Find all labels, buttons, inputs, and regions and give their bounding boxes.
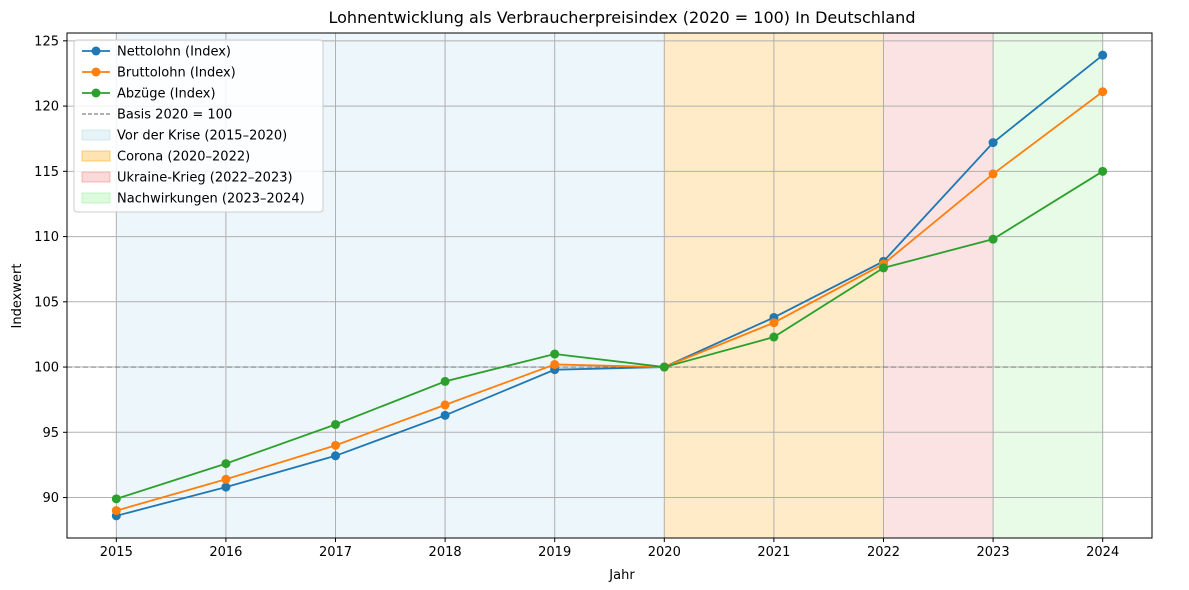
- data-point: [221, 482, 231, 492]
- y-tick-label: 125: [34, 34, 59, 49]
- legend-label: Ukraine-Krieg (2022–2023): [117, 171, 293, 186]
- data-point: [440, 400, 450, 410]
- x-tick-label: 2016: [209, 545, 242, 560]
- x-tick-label: 2018: [429, 545, 462, 560]
- x-tick-label: 2017: [319, 545, 352, 560]
- y-tick-label: 105: [34, 295, 59, 310]
- plot-frame: [66, 32, 1153, 539]
- x-tick-label: 2021: [757, 545, 790, 560]
- data-point: [1098, 166, 1108, 176]
- chart-title: Lohnentwicklung als Verbraucherpreisinde…: [329, 8, 916, 27]
- data-point: [331, 451, 341, 461]
- x-axis-label: Jahr: [608, 568, 635, 583]
- data-point: [1098, 50, 1108, 60]
- x-tick-label: 2015: [100, 545, 133, 560]
- y-tick-label: 90: [42, 491, 59, 506]
- legend-label: Abzüge (Index): [117, 87, 216, 102]
- y-tick-label: 110: [34, 230, 59, 245]
- y-tick-label: 100: [34, 361, 59, 376]
- data-point: [111, 506, 121, 516]
- y-tick-label: 120: [34, 100, 59, 115]
- x-tick-label: 2022: [867, 545, 900, 560]
- x-tick-label: 2019: [538, 545, 571, 560]
- data-point: [988, 138, 998, 148]
- legend-label: Bruttolohn (Index): [117, 66, 236, 81]
- series-line: [116, 170, 1104, 500]
- data-point: [769, 318, 779, 328]
- x-axis-ticks: 2015 2016 2017 2018 2019 2020 2021 2022 2023 2024: [100, 538, 1119, 560]
- legend-swatch-patch: [81, 171, 111, 183]
- series-line: [116, 91, 1104, 512]
- data-point: [1098, 87, 1108, 97]
- data-point: [769, 332, 779, 342]
- data-point: [331, 440, 341, 450]
- x-tick-label: 2024: [1086, 545, 1119, 560]
- data-point: [988, 234, 998, 244]
- legend-label: Nettolohn (Index): [117, 45, 231, 60]
- legend-swatch-patch: [81, 150, 111, 162]
- data-point: [440, 376, 450, 386]
- y-axis-label: Indexwert: [10, 264, 25, 329]
- data-point: [111, 494, 121, 504]
- data-point: [440, 410, 450, 420]
- legend-swatch-patch: [81, 129, 111, 141]
- legend-label: Basis 2020 = 100: [117, 108, 232, 123]
- legend-swatch-marker: [91, 46, 101, 56]
- legend-label: Nachwirkungen (2023–2024): [117, 192, 305, 207]
- series-group: [111, 50, 1108, 521]
- y-tick-label: 115: [34, 165, 59, 180]
- y-axis-ticks: 90 95 100 105 110 115 120 125: [34, 34, 67, 506]
- legend: Nettolohn (Index) Bruttolohn (Index) Abzüg…: [73, 39, 324, 213]
- data-point: [550, 359, 560, 369]
- legend-label: Vor der Krise (2015–2020): [117, 129, 287, 144]
- y-tick-label: 95: [42, 426, 59, 441]
- data-point: [659, 362, 669, 372]
- legend-swatch-patch: [81, 192, 111, 204]
- series-line: [116, 54, 1104, 517]
- period-band: [993, 33, 1103, 538]
- period-band: [883, 33, 994, 538]
- legend-swatch-marker: [91, 88, 101, 98]
- data-point: [221, 474, 231, 484]
- legend-swatch-marker: [91, 67, 101, 77]
- data-point: [988, 169, 998, 179]
- data-point: [878, 263, 888, 273]
- legend-box: [73, 39, 324, 213]
- data-point: [550, 349, 560, 359]
- data-point: [221, 459, 231, 469]
- data-point: [331, 419, 341, 429]
- x-tick-label: 2023: [977, 545, 1010, 560]
- x-tick-label: 2020: [648, 545, 681, 560]
- legend-label: Corona (2020–2022): [117, 150, 250, 165]
